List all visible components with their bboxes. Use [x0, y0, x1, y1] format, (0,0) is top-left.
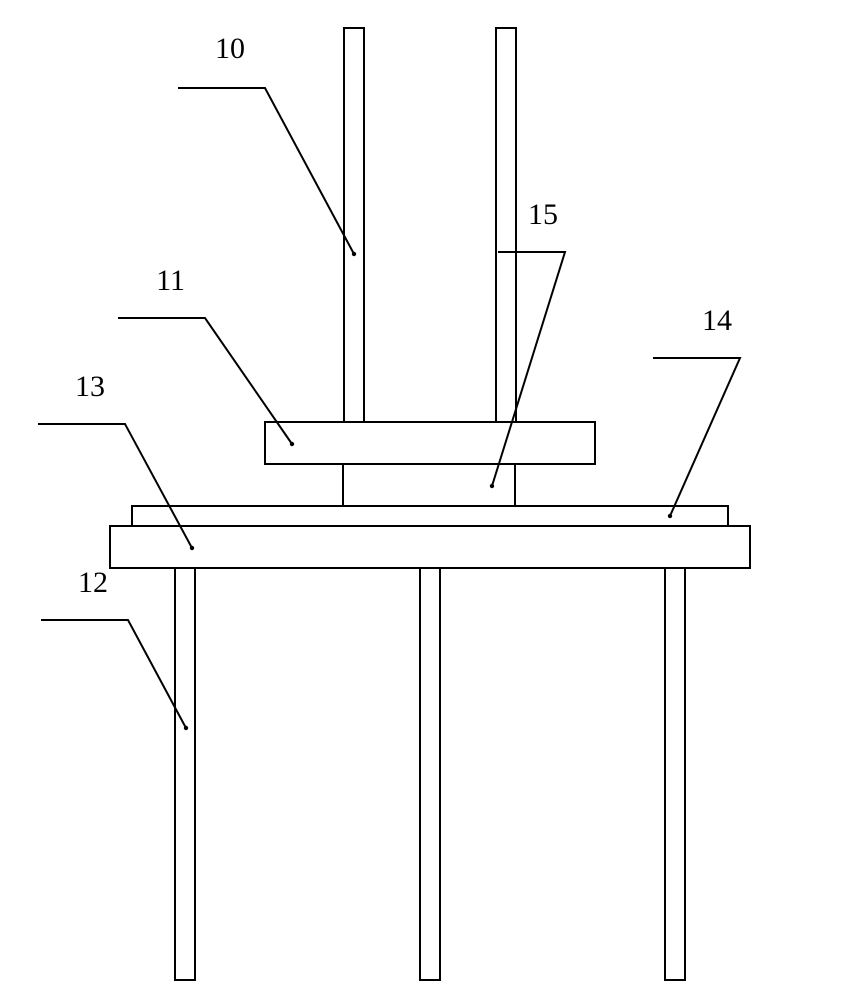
callout-13: 13	[38, 370, 194, 550]
callout-label-15: 15	[528, 198, 558, 231]
shape-rect_11	[265, 422, 595, 464]
callout-label-11: 11	[156, 264, 185, 297]
callout-dot-11	[290, 442, 294, 446]
shape-upper_post_right	[496, 28, 516, 422]
callout-15: 15	[490, 198, 565, 488]
shape-leg_right	[665, 568, 685, 980]
callout-14: 14	[653, 304, 740, 518]
callout-label-12: 12	[78, 566, 108, 599]
shape-leg_mid	[420, 568, 440, 980]
shape-rect_14	[132, 506, 728, 526]
callout-label-13: 13	[75, 370, 105, 403]
callout-dot-13	[190, 546, 194, 550]
callout-10: 10	[178, 32, 356, 256]
callout-dot-14	[668, 514, 672, 518]
callout-dot-12	[184, 726, 188, 730]
callout-12: 12	[41, 566, 188, 730]
callout-dot-10	[352, 252, 356, 256]
callout-label-14: 14	[702, 304, 732, 337]
diagram-canvas: 10 15 11 14 13 12	[0, 0, 858, 1000]
shape-upper_post_left	[344, 28, 364, 422]
callout-11: 11	[118, 264, 294, 446]
callout-leader-10	[178, 88, 354, 254]
shape-leg_left	[175, 568, 195, 980]
callout-leader-12	[41, 620, 186, 728]
callout-leader-13	[38, 424, 192, 548]
shape-rect_15	[343, 464, 515, 506]
callout-label-10: 10	[215, 32, 245, 65]
callout-dot-15	[490, 484, 494, 488]
callout-leader-15	[492, 252, 565, 486]
shape-rect_13	[110, 526, 750, 568]
callout-leader-14	[653, 358, 740, 516]
